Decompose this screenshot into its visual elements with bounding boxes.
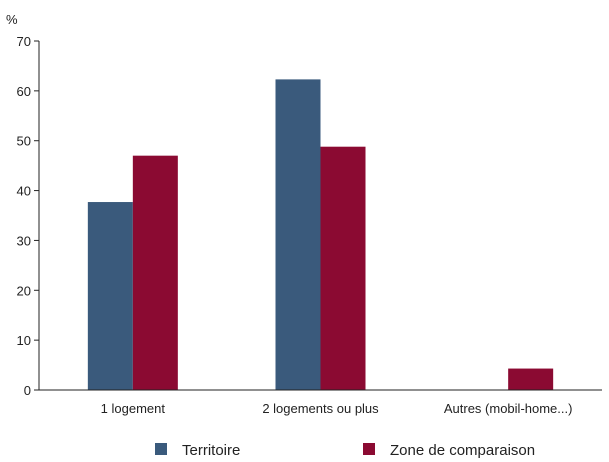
y-tick-label: 0 (24, 383, 31, 398)
bar-zone-comparaison (508, 368, 554, 390)
y-tick-label: 50 (17, 134, 31, 149)
y-axis-unit-label: % (6, 12, 18, 27)
legend-swatch (155, 443, 167, 455)
legend-label: Territoire (182, 442, 240, 459)
x-tick-label: Autres (mobil-home...) (444, 401, 573, 416)
x-tick-label: 2 logements ou plus (262, 401, 379, 416)
y-tick-label: 70 (17, 34, 31, 49)
legend: Territoire Zone de comparaison (155, 442, 535, 459)
y-tick-label: 30 (17, 233, 31, 248)
y-tick-label: 60 (17, 84, 31, 99)
y-axis: 0 10 20 30 40 50 60 70 (17, 34, 39, 398)
bar-territoire (275, 79, 321, 390)
bar-zone-comparaison (132, 155, 178, 390)
bar-territoire (87, 202, 133, 390)
bars-group (87, 79, 554, 390)
legend-label: Zone de comparaison (390, 442, 535, 459)
x-tick-label: 1 logement (101, 401, 166, 416)
y-tick-label: 20 (17, 283, 31, 298)
x-axis: 1 logement 2 logements ou plus Autres (mob… (101, 401, 573, 416)
legend-swatch (363, 443, 375, 455)
y-tick-label: 10 (17, 333, 31, 348)
bar-zone-comparaison (320, 146, 366, 390)
y-tick-label: 40 (17, 184, 31, 199)
